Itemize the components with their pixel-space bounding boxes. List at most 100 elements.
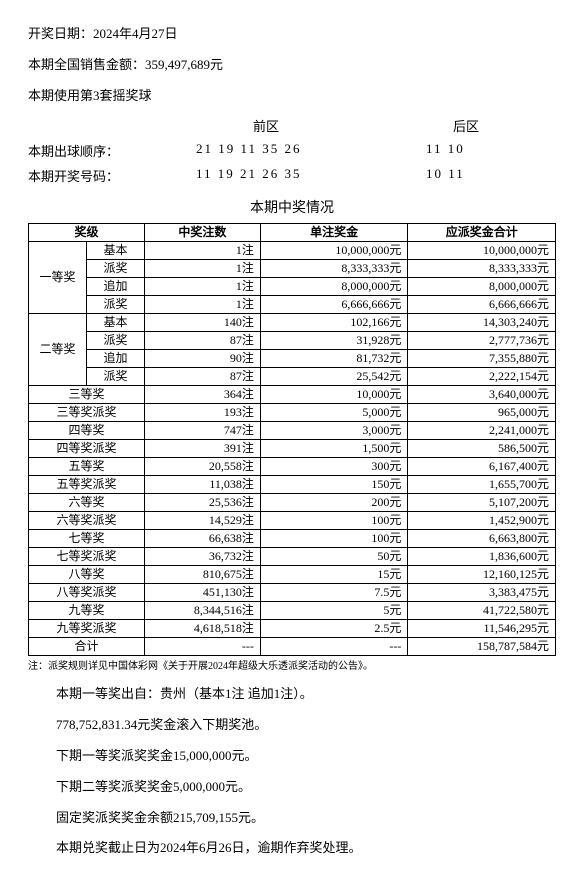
draw-order-back: 11 10	[376, 141, 556, 160]
cell-unit: 3,000元	[260, 422, 408, 440]
zone-header: 前区 后区	[28, 116, 556, 135]
cell-unit: 25,542元	[260, 368, 408, 386]
prize-2-name: 二等奖	[29, 314, 87, 386]
cell-count: 140注	[144, 314, 260, 332]
prize-2-sub: 派奖	[86, 368, 144, 386]
cell-count: 8,344,516注	[144, 602, 260, 620]
cell-total: 2,222,154元	[408, 368, 556, 386]
cell-total: 12,160,125元	[408, 566, 556, 584]
cell-total: 2,777,736元	[408, 332, 556, 350]
cell-count: 11,038注	[144, 476, 260, 494]
prize-1-sub: 派奖	[86, 260, 144, 278]
table-row: 六等奖派奖14,529注100元1,452,900元	[29, 512, 556, 530]
cell-unit: 150元	[260, 476, 408, 494]
prize-name: 三等奖派奖	[29, 404, 145, 422]
table-row: 派奖 87注 25,542元 2,222,154元	[29, 368, 556, 386]
cell-total: 6,167,400元	[408, 458, 556, 476]
cell-unit: 102,166元	[260, 314, 408, 332]
prize-1-sub: 派奖	[86, 296, 144, 314]
draw-order-row: 本期出球顺序： 21 19 11 35 26 11 10	[28, 141, 556, 160]
prize-name: 四等奖	[29, 422, 145, 440]
cell-total: 41,722,580元	[408, 602, 556, 620]
col-total: 应派奖金合计	[408, 224, 556, 242]
prize-1-name: 一等奖	[29, 242, 87, 314]
info-paragraph: 固定奖派奖奖金余额215,709,155元。	[56, 808, 556, 829]
cell-unit: 6,666,666元	[260, 296, 408, 314]
col-level: 奖级	[29, 224, 145, 242]
table-row: 八等奖派奖451,130注7.5元3,383,475元	[29, 584, 556, 602]
sum-total: 158,787,584元	[408, 638, 556, 656]
prize-2-sub: 追加	[86, 350, 144, 368]
cell-count: 90注	[144, 350, 260, 368]
table-row: 派奖 1注 8,333,333元 8,333,333元	[29, 260, 556, 278]
cell-count: 1注	[144, 242, 260, 260]
sum-count: ---	[144, 638, 260, 656]
prize-1-sub: 追加	[86, 278, 144, 296]
winning-numbers-front: 11 19 21 26 35	[156, 166, 376, 185]
draw-order-front: 21 19 11 35 26	[156, 141, 376, 160]
prize-1-sub: 基本	[86, 242, 144, 260]
draw-order-label: 本期出球顺序：	[28, 141, 156, 160]
table-row: 派奖 87注 31,928元 2,777,736元	[29, 332, 556, 350]
table-row: 派奖 1注 6,666,666元 6,666,666元	[29, 296, 556, 314]
table-row: 八等奖810,675注15元12,160,125元	[29, 566, 556, 584]
cell-total: 1,655,700元	[408, 476, 556, 494]
cell-total: 8,333,333元	[408, 260, 556, 278]
cell-total: 14,303,240元	[408, 314, 556, 332]
prize-name: 九等奖	[29, 602, 145, 620]
table-row: 一等奖 基本 1注 10,000,000元 10,000,000元	[29, 242, 556, 260]
cell-unit: 200元	[260, 494, 408, 512]
table-title: 本期中奖情况	[28, 197, 556, 217]
cell-count: 747注	[144, 422, 260, 440]
cell-count: 391注	[144, 440, 260, 458]
cell-count: 1注	[144, 278, 260, 296]
cell-total: 2,241,000元	[408, 422, 556, 440]
prize-name: 八等奖派奖	[29, 584, 145, 602]
winning-numbers-row: 本期开奖号码： 11 19 21 26 35 10 11	[28, 166, 556, 185]
prize-name: 四等奖派奖	[29, 440, 145, 458]
table-row: 二等奖 基本 140注 102,166元 14,303,240元	[29, 314, 556, 332]
table-sum-row: 合计 --- --- 158,787,584元	[29, 638, 556, 656]
sales-amount: 本期全国销售金额：359,497,689元	[28, 55, 556, 76]
cell-unit: 100元	[260, 512, 408, 530]
cell-unit: 31,928元	[260, 332, 408, 350]
cell-unit: 300元	[260, 458, 408, 476]
table-row: 六等奖25,536注200元5,107,200元	[29, 494, 556, 512]
winning-numbers-back: 10 11	[376, 166, 556, 185]
cell-count: 87注	[144, 368, 260, 386]
info-paragraph: 本期兑奖截止日为2024年6月26日，逾期作弃奖处理。	[56, 838, 556, 859]
footnote: 注：派奖规则详见中国体彩网《关于开展2024年超级大乐透派奖活动的公告》。	[28, 660, 556, 674]
front-zone-label: 前区	[156, 116, 376, 135]
prize-table: 奖级 中奖注数 单注奖金 应派奖金合计 一等奖 基本 1注 10,000,000…	[28, 223, 556, 656]
table-row: 三等奖364注10,000元3,640,000元	[29, 386, 556, 404]
cell-unit: 8,000,000元	[260, 278, 408, 296]
table-row: 九等奖派奖4,618,518注2.5元11,546,295元	[29, 620, 556, 638]
cell-unit: 5,000元	[260, 404, 408, 422]
cell-unit: 81,732元	[260, 350, 408, 368]
info-paragraph: 778,752,831.34元奖金滚入下期奖池。	[56, 715, 556, 736]
cell-unit: 10,000,000元	[260, 242, 408, 260]
cell-count: 1注	[144, 296, 260, 314]
cell-unit: 7.5元	[260, 584, 408, 602]
cell-total: 965,000元	[408, 404, 556, 422]
info-paragraph: 本期一等奖出自：贵州（基本1注 追加1注）。	[56, 684, 556, 705]
cell-count: 193注	[144, 404, 260, 422]
prize-name: 八等奖	[29, 566, 145, 584]
info-paragraph: 下期一等奖派奖奖金15,000,000元。	[56, 746, 556, 767]
sum-unit: ---	[260, 638, 408, 656]
cell-total: 11,546,295元	[408, 620, 556, 638]
cell-count: 810,675注	[144, 566, 260, 584]
cell-count: 14,529注	[144, 512, 260, 530]
sum-label: 合计	[29, 638, 145, 656]
cell-count: 1注	[144, 260, 260, 278]
cell-count: 36,732注	[144, 548, 260, 566]
prize-name: 七等奖派奖	[29, 548, 145, 566]
cell-total: 1,836,600元	[408, 548, 556, 566]
prize-name: 五等奖派奖	[29, 476, 145, 494]
table-row: 追加 90注 81,732元 7,355,880元	[29, 350, 556, 368]
cell-unit: 100元	[260, 530, 408, 548]
cell-unit: 50元	[260, 548, 408, 566]
cell-count: 451,130注	[144, 584, 260, 602]
prize-name: 五等奖	[29, 458, 145, 476]
cell-unit: 8,333,333元	[260, 260, 408, 278]
